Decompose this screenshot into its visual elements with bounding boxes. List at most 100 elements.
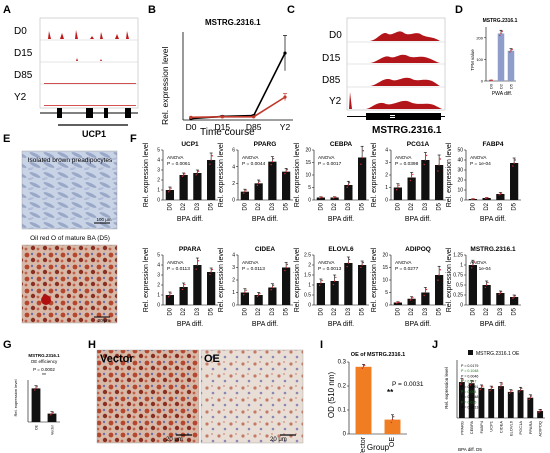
data-point xyxy=(51,412,53,415)
chart-title: ELOVL6 xyxy=(328,246,354,253)
data-point xyxy=(242,294,245,296)
y-tick-label: 1 xyxy=(308,283,311,289)
bar-D5 xyxy=(435,275,444,305)
category-label: D3 xyxy=(346,307,352,315)
category-label: D5 xyxy=(437,307,443,315)
y-tick-label: 4 xyxy=(157,158,160,164)
bar-D5 xyxy=(207,272,216,305)
category-label: D2 xyxy=(181,202,187,210)
data-point xyxy=(257,182,260,185)
data-point xyxy=(271,160,274,163)
bar-D5 xyxy=(358,157,367,200)
y-tick-label: 2 xyxy=(385,173,388,179)
anova-label: ANOVA xyxy=(242,260,259,266)
category-label: PGC1A xyxy=(518,421,523,435)
y-tick-label: 0 xyxy=(232,198,235,204)
data-point xyxy=(270,163,272,166)
bar-D0 xyxy=(393,302,402,305)
data-point xyxy=(461,381,463,383)
data-point xyxy=(395,302,398,304)
bar-D0 xyxy=(316,283,325,305)
bar-Vector xyxy=(355,366,372,434)
x-axis-label: BPA diff. xyxy=(328,216,354,223)
p-value-label: P = 0.0013 xyxy=(318,266,342,272)
data-point xyxy=(512,165,514,167)
data-point xyxy=(211,268,214,271)
y-tick-label: 0 xyxy=(460,303,463,309)
data-point xyxy=(491,386,494,388)
panel-i-title: OE of MSTRG.2316.1 xyxy=(351,352,405,358)
panel-d-ylabel: TPM value xyxy=(470,49,475,71)
data-point xyxy=(320,196,322,199)
data-point xyxy=(514,159,517,161)
data-point xyxy=(284,269,286,272)
p-value-label: P = 0.0046 xyxy=(461,374,478,378)
y-tick-label: 3 xyxy=(157,273,160,279)
p-value-label: P = 0.0061 xyxy=(167,161,191,167)
data-point xyxy=(181,288,184,291)
p-value-label: P = 0.0113 xyxy=(242,266,265,272)
category-label: D5 xyxy=(209,307,215,315)
micrograph-label-oe: OE xyxy=(204,353,220,365)
category-label: D0 xyxy=(395,202,401,210)
category-label: D3 xyxy=(270,202,276,210)
data-point xyxy=(182,286,185,288)
panel-i-pval: P = 0.0031 xyxy=(392,381,424,388)
p-value-label: P = 0.0291 xyxy=(461,385,478,389)
bar-D3 xyxy=(193,265,202,305)
data-point xyxy=(283,95,287,99)
bar-D2 xyxy=(482,198,491,200)
y-tick-label: 10 xyxy=(382,278,388,284)
category-label: CIDEA xyxy=(499,421,504,434)
chart-title: ADIPOQ xyxy=(405,246,431,253)
bar-D5 xyxy=(207,160,216,200)
panel-g-ylabel: Rel. expression level xyxy=(13,379,18,416)
x-axis-label: BPA diff. xyxy=(405,216,431,223)
y-tick-label: 0 xyxy=(308,198,311,204)
data-point xyxy=(362,261,365,264)
data-point xyxy=(438,164,440,166)
panel-g-title-line2: OE efficiency xyxy=(31,359,58,364)
bar-CIDEA xyxy=(498,386,504,418)
y-tick-label: 3 xyxy=(157,168,160,174)
panel-c-genome-tracks: D0 D15 D85 Y2 MSTRG.2316.1 xyxy=(322,17,446,136)
y-tick-label: 1 xyxy=(157,188,160,194)
bar-D3 xyxy=(496,194,505,200)
data-point xyxy=(481,385,484,387)
y-tick-label: 2 xyxy=(308,263,311,269)
x-tick-label-D0: D0 xyxy=(186,122,197,132)
data-point xyxy=(487,197,489,199)
category-label: D3 xyxy=(423,307,429,315)
data-point xyxy=(425,288,428,291)
data-point xyxy=(209,273,211,276)
y-tick-label: 20 xyxy=(382,253,388,259)
data-point xyxy=(499,292,502,294)
data-point xyxy=(271,286,274,289)
category-label: PPARA xyxy=(528,421,533,435)
y-axis-label: Rel. expression level xyxy=(371,142,378,207)
y-tick-label: 0.2 xyxy=(338,384,347,390)
category-label: D5 xyxy=(509,83,514,89)
anova-label: ANOVA xyxy=(318,260,335,266)
x-tick-label-Y2: Y2 xyxy=(280,122,291,132)
data-point xyxy=(462,379,464,381)
data-point xyxy=(259,292,261,295)
category-label: D3 xyxy=(423,202,429,210)
bar-D0 xyxy=(240,292,249,305)
gene-label-ucp1: UCP1 xyxy=(82,129,106,139)
bar-D0 xyxy=(165,190,174,200)
data-point xyxy=(472,198,474,200)
panel-letter-h: H xyxy=(88,339,96,351)
data-point xyxy=(195,268,197,270)
panel-g-bar-chart: OE Vector xyxy=(27,380,60,435)
bar-D0 xyxy=(316,197,325,200)
y-tick-label: 1.5 xyxy=(304,273,311,279)
data-point xyxy=(498,293,500,295)
category-label: D0 xyxy=(395,307,401,315)
y-tick-label: 0 xyxy=(460,198,463,204)
data-point xyxy=(391,418,394,421)
data-point xyxy=(321,196,323,198)
bar-D5 xyxy=(510,297,519,305)
panel-d-title: MSTRG.2316.1 xyxy=(483,18,518,24)
